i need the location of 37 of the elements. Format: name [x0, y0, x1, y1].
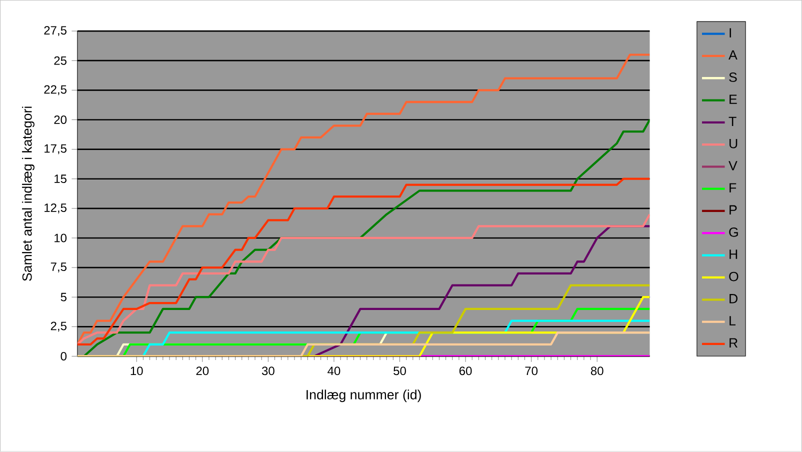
y-tick-label: 15 [54, 174, 66, 184]
y-tick-label: 7,5 [50, 262, 66, 273]
y-tick-label: 12,5 [44, 204, 66, 214]
legend-label: D [730, 294, 738, 304]
x-tick-label: 20 [196, 366, 209, 376]
legend-label: U [730, 139, 738, 148]
y-tick-label: 25 [54, 56, 66, 65]
legend-label: H [730, 250, 738, 259]
y-tick-label: 5 [60, 293, 66, 302]
x-tick-label: 10 [130, 366, 143, 376]
x-tick-label: 50 [394, 366, 406, 376]
y-tick-label: 0 [60, 352, 67, 361]
y-tick-label: 27,5 [44, 26, 66, 36]
x-tick-label: 30 [262, 366, 274, 376]
x-tick-label: 80 [590, 366, 604, 376]
x-axis-title: Indlæg nummer (id) [306, 390, 421, 402]
x-tick-label: 60 [459, 366, 472, 376]
legend-label: R [730, 338, 738, 348]
y-tick-label: 22,5 [44, 85, 66, 96]
legend-label: S [729, 72, 737, 82]
y-tick-label: 2,5 [50, 322, 66, 332]
legend-label: T [728, 116, 736, 126]
x-tick-label: 40 [328, 366, 340, 376]
legend-label: G [729, 228, 738, 237]
x-tick-label: 70 [525, 366, 538, 376]
y-axis-title: Samlet antal indlæg i kategori [22, 106, 34, 282]
legend-label: V [728, 161, 738, 170]
legend-label: A [728, 50, 738, 60]
y-tick-label: 17,5 [44, 144, 66, 154]
legend-label: L [730, 316, 736, 326]
y-tick-label: 10 [54, 234, 67, 242]
legend-label: F [730, 183, 736, 192]
legend-label: O [729, 272, 738, 282]
legend-label: I [730, 28, 731, 38]
legend-label: P [730, 205, 737, 215]
legend-label: E [730, 94, 737, 104]
y-tick-label: 20 [54, 116, 67, 124]
